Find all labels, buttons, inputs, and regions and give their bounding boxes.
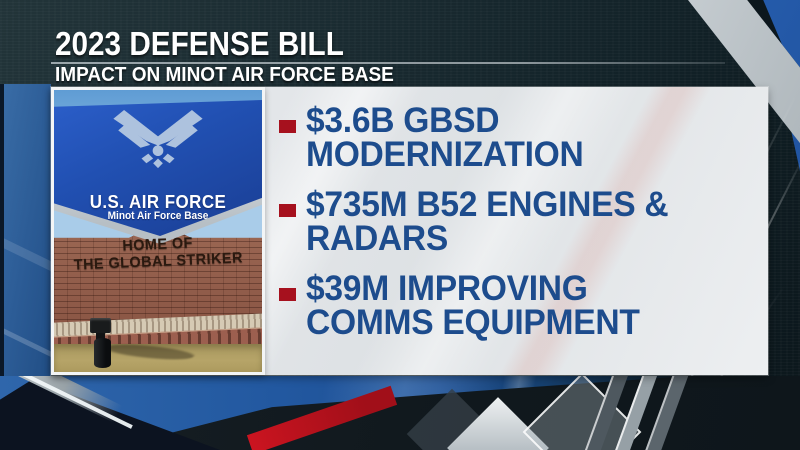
air-force-wings-icon bbox=[113, 109, 203, 169]
lamp-post bbox=[90, 318, 111, 333]
list-item-text: $735M B52 ENGINES & RADARS bbox=[306, 185, 669, 258]
page-title: 2023 DEFENSE BILL bbox=[55, 25, 344, 62]
base-photo: U.S. AIR FORCE Minot Air Force Base HOME… bbox=[51, 87, 265, 375]
bullet-square-icon bbox=[279, 288, 296, 301]
bg-streak-line bbox=[4, 232, 51, 281]
lamp-post-neck bbox=[96, 333, 105, 340]
sign-title: U.S. AIR FORCE bbox=[89, 192, 227, 212]
bg-bottom-band bbox=[0, 376, 800, 450]
list-item: $3.6B GBSD MODERNIZATION bbox=[277, 101, 769, 174]
page-subtitle: IMPACT ON MINOT AIR FORCE BASE bbox=[55, 64, 394, 86]
brick-wall bbox=[54, 223, 262, 332]
list-item: $39M IMPROVING COMMS EQUIPMENT bbox=[277, 269, 769, 342]
header-block: 2023 DEFENSE BILL IMPACT ON MINOT AIR FO… bbox=[51, 25, 725, 86]
list-item: $735M B52 ENGINES & RADARS bbox=[277, 185, 769, 258]
bg-streak-line bbox=[4, 322, 51, 367]
bullet-square-icon bbox=[279, 120, 296, 133]
bullet-list: $3.6B GBSD MODERNIZATION $735M B52 ENGIN… bbox=[277, 101, 769, 356]
lamp-post-base bbox=[94, 338, 111, 368]
list-item-text: $3.6B GBSD MODERNIZATION bbox=[306, 101, 584, 174]
list-item-text: $39M IMPROVING COMMS EQUIPMENT bbox=[306, 269, 640, 342]
sign-subtitle: Minot Air Force Base bbox=[107, 210, 209, 222]
title-underline bbox=[51, 62, 725, 64]
bullet-square-icon bbox=[279, 204, 296, 217]
grass bbox=[54, 344, 262, 372]
